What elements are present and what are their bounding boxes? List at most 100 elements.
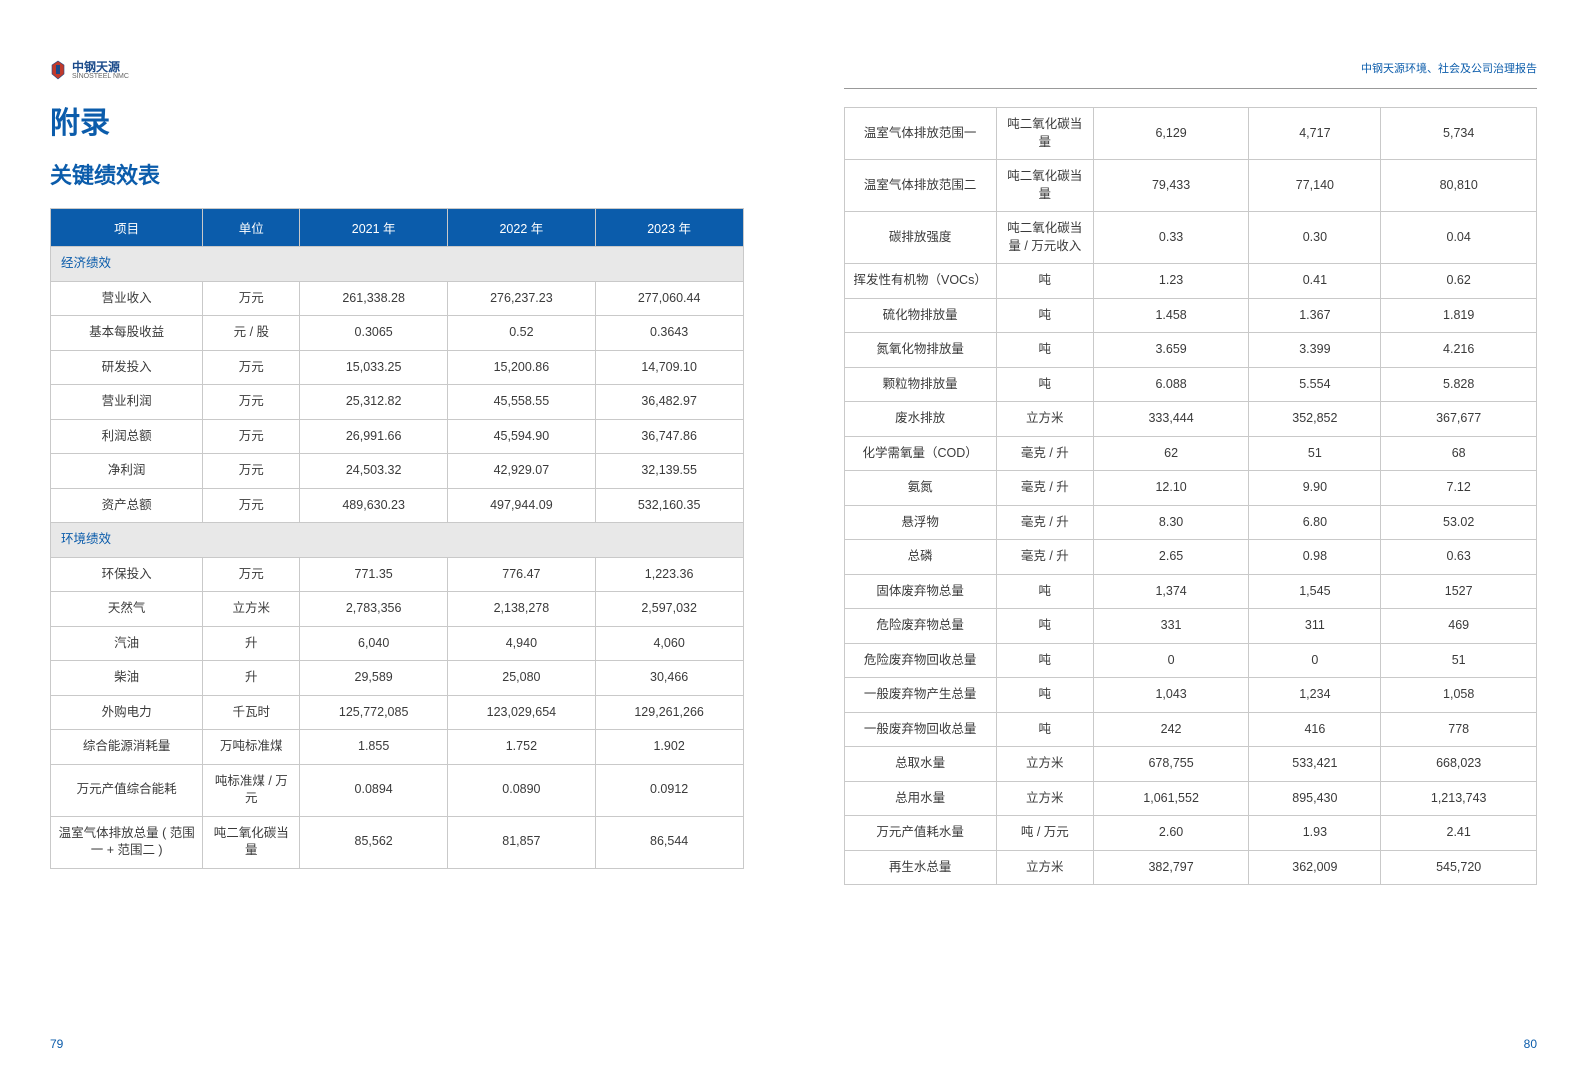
cell-value: 1.752: [448, 730, 596, 765]
cell-item: 硫化物排放量: [844, 298, 996, 333]
cell-item: 基本每股收益: [51, 316, 203, 351]
page-number-left: 79: [50, 1037, 63, 1051]
cell-value: 1.23: [1093, 264, 1249, 299]
cell-item: 危险废弃物总量: [844, 609, 996, 644]
cell-value: 12.10: [1093, 471, 1249, 506]
table-row: 基本每股收益元 / 股0.30650.520.3643: [51, 316, 744, 351]
cell-value: 7.12: [1381, 471, 1537, 506]
cell-unit: 吨标准煤 / 万元: [203, 764, 300, 816]
appendix-title: 附录: [50, 98, 744, 142]
cell-value: 0.98: [1249, 540, 1381, 575]
cell-value: 277,060.44: [595, 281, 743, 316]
cell-value: 895,430: [1249, 781, 1381, 816]
table-row: 碳排放强度吨二氧化碳当量 / 万元收入0.330.300.04: [844, 212, 1537, 264]
cell-unit: 毫克 / 升: [996, 471, 1093, 506]
cell-value: 0.33: [1093, 212, 1249, 264]
cell-item: 颗粒物排放量: [844, 367, 996, 402]
table-row: 挥发性有机物（VOCs）吨1.230.410.62: [844, 264, 1537, 299]
table-row: 氮氧化物排放量吨3.6593.3994.216: [844, 333, 1537, 368]
cell-value: 0.3065: [300, 316, 448, 351]
cell-item: 环保投入: [51, 557, 203, 592]
cell-value: 1.902: [595, 730, 743, 765]
cell-value: 2.41: [1381, 816, 1537, 851]
cell-value: 45,594.90: [448, 419, 596, 454]
logo-company-cn: 中钢天源: [72, 61, 129, 73]
cell-value: 469: [1381, 609, 1537, 644]
cell-item: 总磷: [844, 540, 996, 575]
cell-unit: 万元: [203, 488, 300, 523]
cell-value: 5.828: [1381, 367, 1537, 402]
cell-unit: 吨: [996, 678, 1093, 713]
cell-value: 0.0912: [595, 764, 743, 816]
cell-value: 125,772,085: [300, 695, 448, 730]
cell-value: 2,783,356: [300, 592, 448, 627]
table-row: 颗粒物排放量吨6.0885.5545.828: [844, 367, 1537, 402]
section-row: 经济绩效: [51, 247, 744, 282]
cell-item: 汽油: [51, 626, 203, 661]
cell-unit: 升: [203, 626, 300, 661]
table-row: 废水排放立方米333,444352,852367,677: [844, 402, 1537, 437]
cell-item: 营业利润: [51, 385, 203, 420]
cell-value: 77,140: [1249, 160, 1381, 212]
cell-item: 挥发性有机物（VOCs）: [844, 264, 996, 299]
logo-text: 中钢天源 SINOSTEEL NMC: [72, 61, 129, 80]
cell-item: 天然气: [51, 592, 203, 627]
cell-value: 1.93: [1249, 816, 1381, 851]
cell-value: 3.399: [1249, 333, 1381, 368]
table-row: 总用水量立方米1,061,552895,4301,213,743: [844, 781, 1537, 816]
cell-unit: 吨二氧化碳当量: [996, 160, 1093, 212]
cell-unit: 吨: [996, 264, 1093, 299]
table-row: 研发投入万元15,033.2515,200.8614,709.10: [51, 350, 744, 385]
cell-unit: 立方米: [203, 592, 300, 627]
kpi-table-left: 项目 单位 2021 年 2022 年 2023 年 经济绩效营业收入万元261…: [50, 208, 744, 869]
cell-value: 1,058: [1381, 678, 1537, 713]
cell-item: 危险废弃物回收总量: [844, 643, 996, 678]
col-2023: 2023 年: [595, 209, 743, 247]
left-page: 中钢天源 SINOSTEEL NMC 附录 关键绩效表 项目 单位 2021 年…: [0, 0, 794, 1077]
cell-unit: 吨二氧化碳当量: [996, 108, 1093, 160]
cell-value: 29,589: [300, 661, 448, 696]
cell-value: 352,852: [1249, 402, 1381, 437]
cell-value: 32,139.55: [595, 454, 743, 489]
cell-unit: 吨二氧化碳当量 / 万元收入: [996, 212, 1093, 264]
section-label: 环境绩效: [51, 523, 744, 558]
cell-unit: 吨二氧化碳当量: [203, 816, 300, 868]
cell-value: 776.47: [448, 557, 596, 592]
cell-item: 营业收入: [51, 281, 203, 316]
cell-value: 1,061,552: [1093, 781, 1249, 816]
cell-unit: 毫克 / 升: [996, 505, 1093, 540]
logo-icon: [50, 60, 66, 80]
cell-item: 碳排放强度: [844, 212, 996, 264]
cell-value: 51: [1381, 643, 1537, 678]
cell-unit: 元 / 股: [203, 316, 300, 351]
cell-value: 276,237.23: [448, 281, 596, 316]
cell-unit: 吨: [996, 609, 1093, 644]
table-row: 硫化物排放量吨1.4581.3671.819: [844, 298, 1537, 333]
col-2021: 2021 年: [300, 209, 448, 247]
logo-company-en: SINOSTEEL NMC: [72, 73, 129, 80]
cell-unit: 万元: [203, 385, 300, 420]
cell-value: 4.216: [1381, 333, 1537, 368]
table-header-row: 项目 单位 2021 年 2022 年 2023 年: [51, 209, 744, 247]
table-row: 一般废弃物产生总量吨1,0431,2341,058: [844, 678, 1537, 713]
cell-value: 6.088: [1093, 367, 1249, 402]
kpi-table-right: 温室气体排放范围一吨二氧化碳当量6,1294,7175,734温室气体排放范围二…: [844, 107, 1538, 885]
table-row: 汽油升6,0404,9404,060: [51, 626, 744, 661]
logo-area: 中钢天源 SINOSTEEL NMC: [50, 60, 744, 80]
cell-item: 总用水量: [844, 781, 996, 816]
table-row: 资产总额万元489,630.23497,944.09532,160.35: [51, 488, 744, 523]
page-container: 中钢天源 SINOSTEEL NMC 附录 关键绩效表 项目 单位 2021 年…: [0, 0, 1587, 1077]
cell-item: 化学需氧量（COD）: [844, 436, 996, 471]
cell-value: 0.0890: [448, 764, 596, 816]
cell-value: 0.63: [1381, 540, 1537, 575]
page-number-right: 80: [1524, 1037, 1537, 1051]
cell-value: 1,234: [1249, 678, 1381, 713]
table-row: 外购电力千瓦时125,772,085123,029,654129,261,266: [51, 695, 744, 730]
col-unit: 单位: [203, 209, 300, 247]
cell-value: 6,129: [1093, 108, 1249, 160]
cell-unit: 吨: [996, 712, 1093, 747]
cell-value: 533,421: [1249, 747, 1381, 782]
cell-value: 5,734: [1381, 108, 1537, 160]
cell-unit: 万元: [203, 557, 300, 592]
table-row: 天然气立方米2,783,3562,138,2782,597,032: [51, 592, 744, 627]
